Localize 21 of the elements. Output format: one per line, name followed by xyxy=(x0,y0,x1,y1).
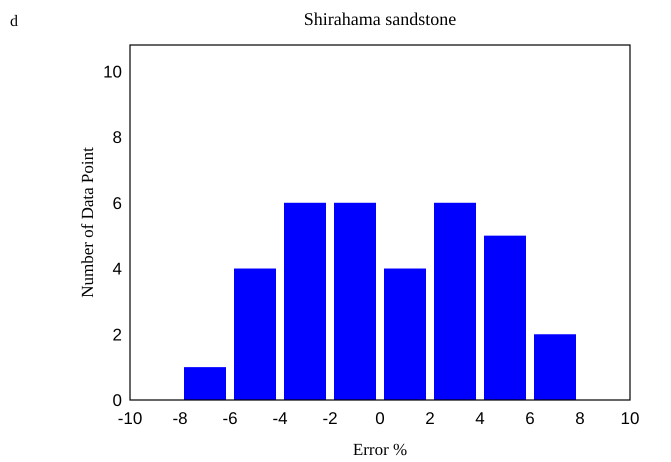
y-tick-label: 6 xyxy=(112,194,122,213)
y-tick-label: 0 xyxy=(112,391,122,410)
y-tick-label: 10 xyxy=(103,62,122,82)
x-tick-label: -4 xyxy=(272,409,288,428)
x-tick-label: 8 xyxy=(575,409,585,428)
text: d xyxy=(10,13,18,30)
chart-title: Shirahama sandstone xyxy=(304,9,456,29)
x-tick-label: 4 xyxy=(475,409,485,428)
x-tick-label: 10 xyxy=(620,409,640,428)
x-tick-label: 0 xyxy=(375,409,385,428)
x-tick-label: 2 xyxy=(425,409,435,428)
x-tick-label: -2 xyxy=(322,409,338,428)
x-tick-label: 6 xyxy=(525,409,535,428)
y-axis-title: Number of Data Point xyxy=(78,146,97,298)
x-tick-label: -8 xyxy=(172,409,188,428)
x-tick-label: -6 xyxy=(222,409,238,428)
y-tick-label: 4 xyxy=(112,260,122,279)
y-tick-label: 8 xyxy=(112,128,122,148)
x-tick-label: -10 xyxy=(118,409,142,428)
y-tick-label: 2 xyxy=(112,325,122,344)
x-axis-title: Error % xyxy=(352,440,408,459)
